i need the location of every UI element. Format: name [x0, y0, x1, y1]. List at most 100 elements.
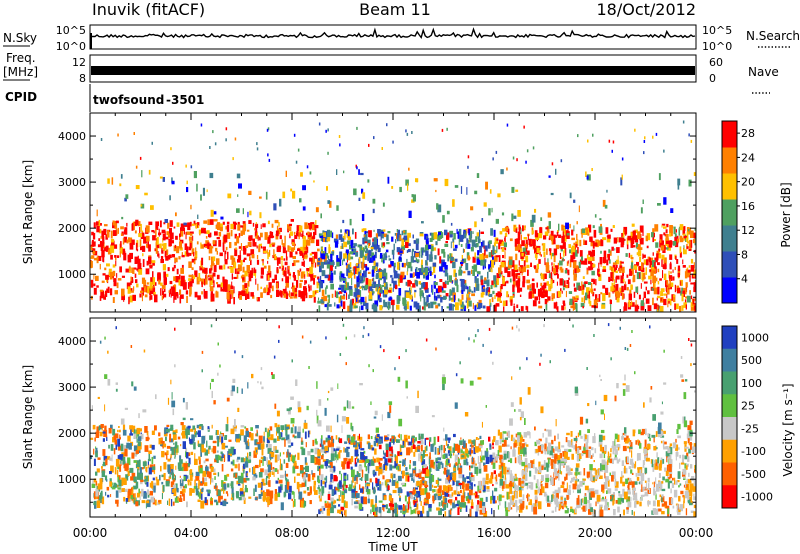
- data-cell: [525, 255, 529, 263]
- data-cell: [372, 470, 375, 475]
- data-cell: [240, 243, 242, 251]
- data-cell: [413, 497, 416, 501]
- data-cell: [450, 222, 453, 226]
- data-cell: [314, 290, 319, 293]
- data-cell: [339, 480, 342, 488]
- data-cell: [407, 232, 411, 238]
- data-cell: [141, 287, 144, 294]
- data-cell: [455, 302, 459, 311]
- data-cell: [466, 300, 469, 309]
- data-cell: [188, 236, 192, 241]
- data-cell: [394, 461, 398, 468]
- data-cell: [632, 245, 636, 248]
- data-cell: [103, 455, 108, 461]
- data-cell: [464, 283, 467, 286]
- data-cell: [244, 283, 248, 289]
- data-cell: [555, 301, 557, 310]
- data-cell: [239, 250, 241, 257]
- data-cell: [673, 226, 676, 235]
- data-cell: [398, 493, 400, 496]
- data-cell: [457, 507, 460, 515]
- data-cell: [180, 223, 185, 231]
- data-cell: [368, 279, 372, 287]
- data-cell: [176, 246, 180, 254]
- data-cell: [277, 245, 281, 253]
- data-cell: [139, 227, 141, 234]
- data-cell: [260, 286, 263, 289]
- data-cell: [431, 250, 433, 257]
- data-cell: [174, 257, 178, 263]
- data-cell: [447, 484, 452, 492]
- data-cell: [592, 133, 594, 137]
- data-cell: [217, 430, 219, 435]
- data-cell: [630, 496, 632, 501]
- data-cell: [214, 476, 216, 480]
- data-cell: [315, 220, 317, 226]
- data-cell: [563, 227, 566, 234]
- data-cell: [200, 500, 205, 509]
- data-cell: [346, 461, 350, 469]
- data-cell: [504, 236, 506, 243]
- data-cell: [520, 248, 523, 255]
- data-cell: [442, 262, 447, 267]
- data-cell: [666, 223, 669, 228]
- data-cell: [254, 228, 256, 231]
- data-cell: [591, 249, 595, 257]
- data-cell: [321, 455, 324, 460]
- data-cell: [562, 257, 564, 262]
- data-cell: [319, 284, 321, 292]
- data-cell: [209, 172, 214, 179]
- data-cell: [553, 302, 556, 309]
- data-cell: [245, 293, 247, 300]
- data-cell: [693, 172, 696, 176]
- data-cell: [127, 496, 130, 502]
- data-cell: [195, 476, 200, 481]
- data-cell: [641, 272, 643, 281]
- data-cell: [301, 482, 305, 487]
- data-cell: [206, 440, 208, 448]
- data-cell: [426, 492, 430, 499]
- data-cell: [293, 275, 296, 281]
- data-cell: [320, 237, 323, 242]
- data-cell: [193, 486, 198, 490]
- data-cell: [219, 252, 223, 257]
- data-cell: [120, 458, 123, 463]
- data-cell: [158, 438, 163, 441]
- data-cell: [430, 459, 434, 468]
- data-cell: [152, 285, 155, 289]
- data-cell: [549, 234, 552, 240]
- data-cell: [198, 483, 200, 490]
- data-cell: [470, 506, 474, 509]
- data-cell: [190, 165, 193, 169]
- data-cell: [607, 234, 611, 239]
- data-cell: [474, 305, 477, 311]
- data-cell: [446, 476, 449, 480]
- data-cell: [468, 499, 471, 504]
- data-cell: [133, 132, 135, 135]
- data-cell: [344, 448, 349, 453]
- data-cell: [221, 436, 224, 445]
- data-cell: [622, 278, 625, 282]
- data-cell: [486, 279, 490, 287]
- data-cell: [563, 236, 567, 242]
- data-cell: [362, 237, 365, 245]
- data-cell: [313, 278, 315, 285]
- data-cell: [208, 447, 210, 454]
- data-cell: [171, 287, 176, 295]
- data-cell: [544, 290, 548, 297]
- data-cell: [495, 292, 499, 297]
- data-cell: [358, 300, 360, 303]
- data-cell: [236, 458, 239, 463]
- data-cell: [657, 508, 662, 512]
- data-cell: [642, 231, 644, 236]
- data-cell: [314, 228, 317, 236]
- station-title: Inuvik (fitACF): [92, 0, 205, 19]
- data-cell: [366, 267, 370, 271]
- data-cell: [522, 225, 524, 232]
- data-cell: [196, 241, 199, 245]
- data-cell: [305, 465, 309, 472]
- data-cell: [551, 262, 553, 266]
- data-cell: [99, 240, 103, 247]
- data-cell: [572, 260, 577, 263]
